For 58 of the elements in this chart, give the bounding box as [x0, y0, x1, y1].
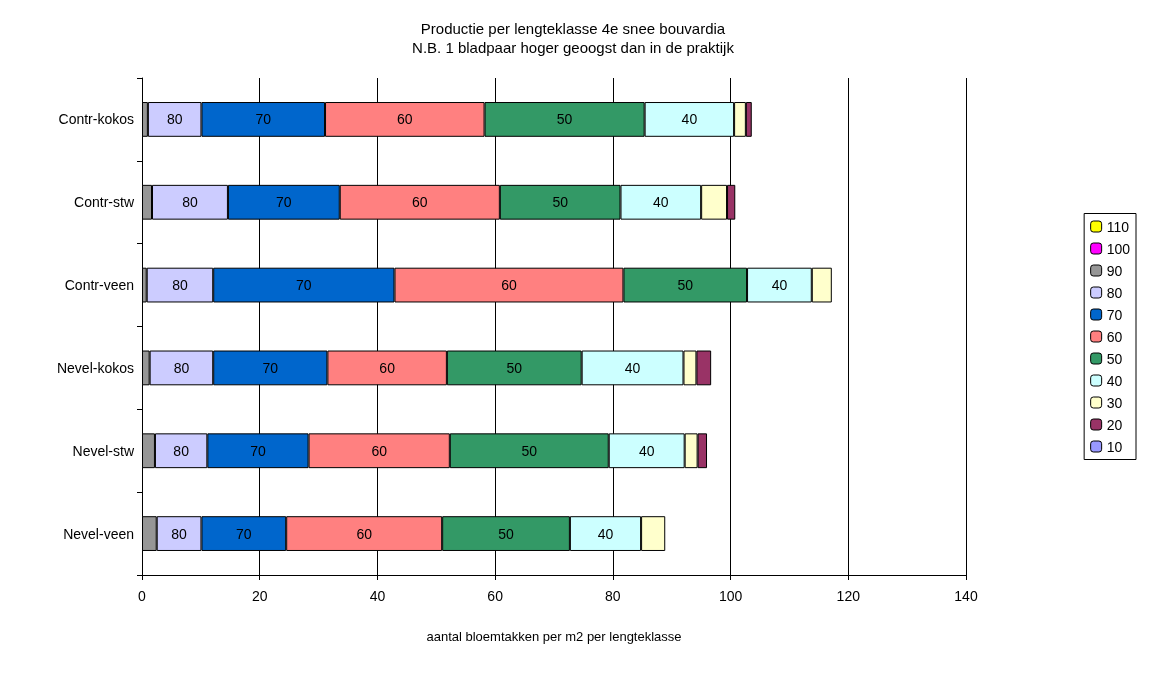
x-tick-label: 80 [605, 588, 621, 604]
text: 50 [556, 111, 573, 128]
y-tick-label: Contr-veen [64, 277, 134, 294]
text: 40 [638, 442, 655, 459]
text: 80 [172, 277, 188, 294]
text: 70 [296, 277, 312, 294]
text: 60 [412, 194, 428, 211]
x-tick-label: 100 [718, 588, 743, 604]
legend-label: 70 [1106, 306, 1123, 323]
text: 80 [166, 111, 183, 128]
text: 70 [236, 525, 252, 542]
legend-label: 50 [1106, 350, 1123, 367]
text: 40 [597, 525, 614, 542]
x-tick-label: 140 [954, 588, 978, 604]
legend-label: 110 [1106, 218, 1130, 235]
x-tick-label: 0 [138, 588, 147, 604]
y-tick-label: Contr-kokos [58, 111, 134, 128]
text: 40 [681, 111, 698, 128]
text: 70 [262, 359, 279, 376]
legend-label: 30 [1106, 394, 1123, 411]
legend-label: 90 [1106, 262, 1123, 279]
text: 40 [624, 359, 641, 376]
text: 40 [771, 277, 788, 294]
text: 60 [356, 525, 372, 542]
x-tick-label: 20 [251, 588, 268, 604]
text: 80 [173, 359, 190, 376]
text: 70 [250, 442, 266, 459]
legend-label: 60 [1106, 328, 1123, 345]
text: 80 [173, 442, 189, 459]
text: 40 [653, 194, 669, 211]
text: 70 [255, 111, 272, 128]
y-tick-label: Nevel-stw [72, 442, 135, 459]
text: 80 [182, 194, 198, 211]
legend-label: 80 [1106, 284, 1123, 301]
text: 50 [506, 359, 523, 376]
legend-label: 20 [1106, 416, 1123, 433]
text: 50 [498, 525, 514, 542]
chart-subtitle: N.B. 1 bladpaar hoger geoogst dan in de praktijk [412, 39, 735, 56]
x-tick-label: 60 [487, 588, 504, 604]
x-tick-label: 120 [836, 588, 861, 604]
text: 50 [677, 277, 694, 294]
text: 50 [521, 442, 538, 459]
legend-label: 10 [1106, 438, 1123, 455]
x-tick-label: 40 [369, 588, 386, 604]
y-tick-label: Nevel-veen [63, 525, 134, 542]
text: 70 [276, 194, 292, 211]
text: 60 [501, 277, 517, 294]
text: 60 [371, 442, 387, 459]
y-tick-label: Contr-stw [74, 194, 135, 211]
text: 60 [397, 111, 413, 128]
x-axis-title: aantal bloemtakken per m2 per lengteklasse [426, 629, 682, 644]
legend-label: 40 [1106, 372, 1123, 389]
text: 80 [171, 525, 187, 542]
legend-label: 100 [1106, 240, 1131, 257]
chart-title: Productie per lengteklasse 4e snee bouvardia [420, 20, 726, 37]
text: 60 [379, 359, 395, 376]
y-tick-label: Nevel-kokos [56, 359, 134, 376]
text: 50 [552, 194, 568, 211]
